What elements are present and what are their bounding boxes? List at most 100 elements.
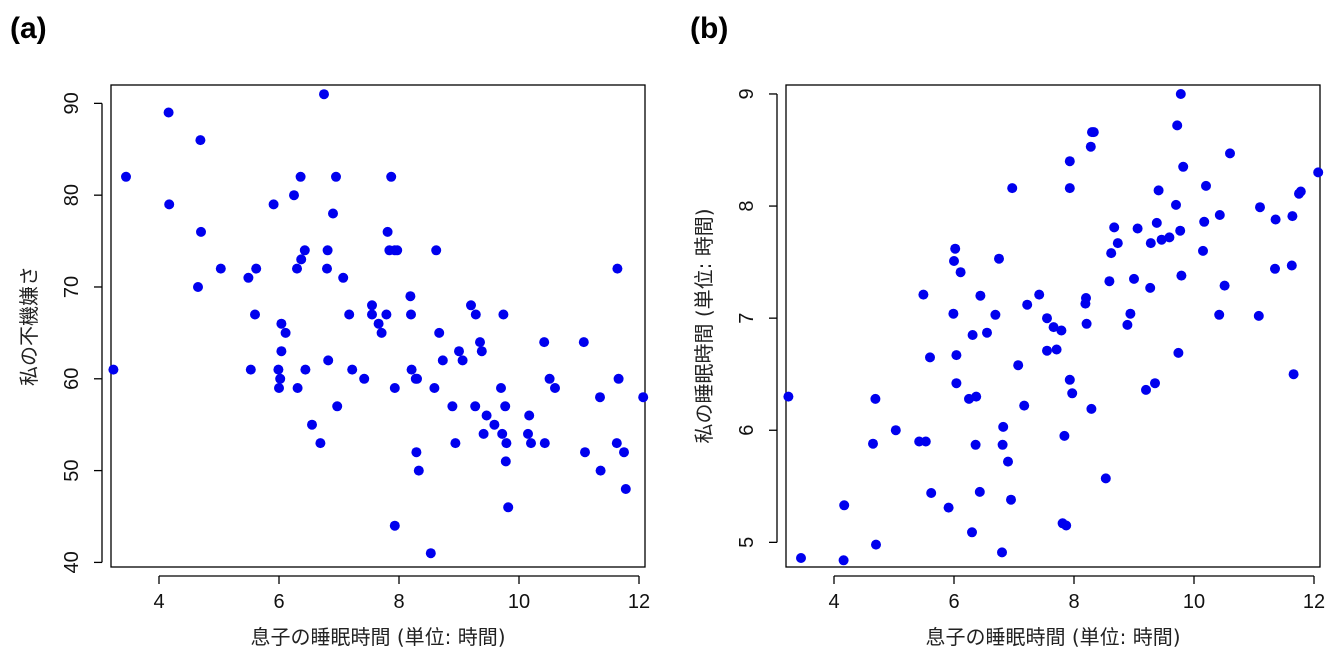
data-point (1255, 202, 1265, 213)
data-point (296, 254, 307, 265)
data-point (1153, 185, 1164, 196)
data-point (1150, 378, 1160, 389)
data-point (300, 364, 311, 375)
data-point (1067, 388, 1078, 399)
data-point (1051, 344, 1062, 355)
data-point (274, 383, 284, 393)
data-point (496, 383, 506, 393)
y-axis-a: 40 50 60 70 80 90 (61, 92, 103, 574)
data-point (1081, 293, 1091, 303)
data-point (1132, 223, 1143, 234)
data-point (481, 410, 492, 421)
data-point (578, 337, 589, 348)
data-point (478, 428, 489, 439)
data-point (948, 308, 959, 319)
data-point (971, 391, 982, 402)
data-point (949, 256, 959, 266)
data-point (1019, 400, 1030, 411)
data-point (1164, 232, 1175, 243)
data-point (1198, 245, 1208, 256)
data-point (332, 401, 343, 412)
data-point (871, 539, 881, 550)
data-point (500, 456, 511, 467)
data-point (1141, 384, 1151, 395)
data-point (280, 327, 291, 338)
scatter-panel-b: (b) 4 6 8 10 12 5 6 7 8 9 息子の睡眠時間 (単位: 時間) 私の睡眠時… (690, 12, 1325, 649)
data-point (498, 309, 509, 320)
data-point (273, 364, 284, 375)
data-point (195, 135, 206, 146)
data-point (437, 355, 448, 366)
data-point (1003, 456, 1013, 467)
data-point (319, 89, 329, 100)
data-point (412, 373, 422, 384)
data-point (1219, 280, 1230, 291)
y-tick-label: 5 (736, 537, 758, 548)
data-point (411, 447, 422, 458)
data-point (299, 245, 310, 256)
data-point (974, 486, 985, 497)
data-point (1172, 120, 1183, 131)
data-point (1056, 325, 1067, 336)
data-point (1287, 211, 1298, 222)
y-tick-label: 9 (736, 88, 758, 99)
x-tick-label: 6 (948, 591, 959, 613)
data-point (331, 171, 341, 182)
data-point (1175, 225, 1186, 236)
data-point (275, 373, 286, 384)
data-point (1061, 520, 1072, 531)
y-axis-title-b: 私の睡眠時間 (単位: 時間) (692, 208, 716, 443)
data-point (381, 309, 392, 320)
data-point (292, 263, 302, 274)
data-point (501, 438, 512, 449)
data-point (215, 263, 226, 274)
data-point (1104, 276, 1115, 287)
data-point (1199, 216, 1210, 227)
y-tick-label: 6 (736, 425, 758, 436)
data-point (1006, 494, 1016, 505)
points-b (783, 89, 1324, 566)
data-point (580, 447, 590, 458)
y-tick-label: 80 (61, 184, 83, 206)
points-a (108, 89, 649, 559)
data-point (523, 428, 533, 439)
data-point (163, 107, 174, 118)
data-point (347, 364, 358, 375)
data-point (315, 438, 326, 449)
data-point (367, 300, 377, 311)
data-point (994, 253, 1004, 264)
data-point (1122, 319, 1133, 330)
data-point (1214, 309, 1225, 320)
data-point (373, 318, 384, 329)
x-tick-label: 10 (508, 591, 530, 613)
data-point (1100, 473, 1111, 484)
data-point (406, 309, 416, 320)
data-point (925, 352, 935, 363)
scatter-panel-a: (a) 4 6 8 10 12 40 50 60 70 80 90 息子の睡眠時間 (単位: 時間… (10, 12, 650, 649)
data-point (1288, 369, 1299, 380)
data-point (466, 300, 476, 311)
data-point (870, 393, 881, 404)
data-point (612, 263, 623, 274)
data-point (1171, 199, 1181, 210)
y-tick-label: 8 (736, 200, 758, 211)
data-point (975, 290, 986, 301)
data-point (783, 391, 794, 402)
data-point (276, 346, 287, 357)
data-point (295, 171, 306, 182)
x-tick-label: 8 (393, 591, 404, 613)
data-point (611, 438, 622, 449)
data-point (450, 438, 461, 449)
data-point (245, 364, 256, 375)
data-point (386, 171, 397, 182)
x-axis-a: 4 6 8 10 12 (153, 575, 650, 613)
data-point (1313, 167, 1324, 178)
data-point (289, 190, 299, 201)
y-tick-label: 90 (61, 92, 83, 114)
data-point (322, 245, 333, 256)
data-point (1270, 214, 1281, 225)
data-point (405, 291, 416, 302)
data-point (392, 245, 403, 256)
data-point (1088, 127, 1099, 138)
